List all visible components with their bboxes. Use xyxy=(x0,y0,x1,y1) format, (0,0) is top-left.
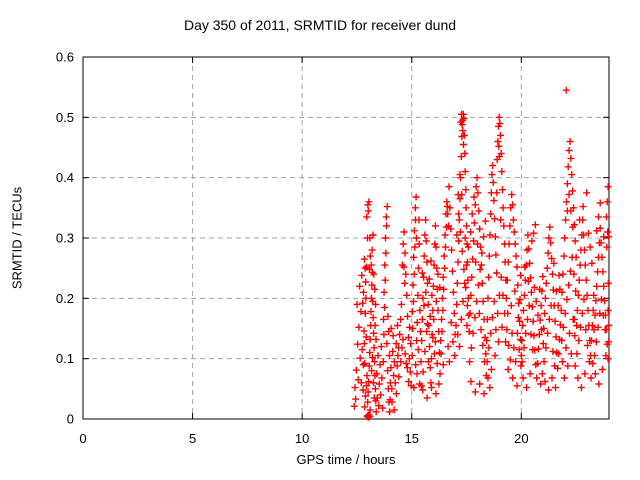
y-axis-label: SRMTID / TECUs xyxy=(9,186,25,290)
x-tick-label: 15 xyxy=(405,431,419,446)
y-tick-label: 0.5 xyxy=(56,110,74,125)
y-tick-label: 0.4 xyxy=(56,170,74,185)
x-axis-label: GPS time / hours xyxy=(296,452,396,467)
y-tick-label: 0 xyxy=(67,412,74,427)
y-tick-label: 0.1 xyxy=(56,351,74,366)
x-tick-label: 0 xyxy=(79,431,86,446)
y-tick-label: 0.6 xyxy=(56,50,74,65)
x-tick-label: 5 xyxy=(189,431,196,446)
chart-title: Day 350 of 2011, SRMTID for receiver dun… xyxy=(183,17,457,33)
x-tick-label: 10 xyxy=(295,431,309,446)
y-tick-label: 0.3 xyxy=(56,231,74,246)
y-tick-label: 0.2 xyxy=(56,291,74,306)
x-tick-label: 20 xyxy=(514,431,528,446)
scatter-points xyxy=(350,86,613,421)
